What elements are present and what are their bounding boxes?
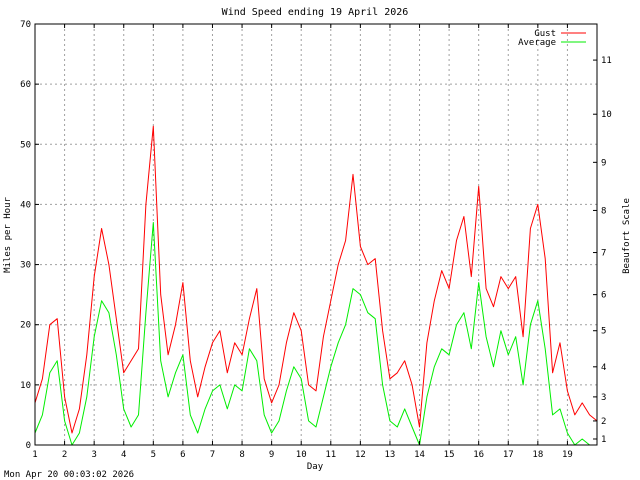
beaufort-tick-label: 6 — [601, 291, 606, 301]
x-tick-label: 7 — [210, 450, 215, 460]
legend-label-gust: Gust — [534, 29, 556, 39]
x-tick-label: 16 — [473, 450, 484, 460]
y-tick-label: 50 — [20, 140, 31, 150]
y-tick-label: 60 — [20, 80, 31, 90]
series-line-average — [34, 222, 597, 446]
beaufort-tick-label: 5 — [601, 327, 606, 337]
y-axis-label: Miles per Hour — [3, 196, 13, 272]
beaufort-tick-label: 10 — [601, 110, 612, 120]
x-tick-label: 8 — [239, 450, 244, 460]
x-tick-label: 5 — [151, 450, 156, 460]
beaufort-tick-label: 4 — [601, 363, 606, 373]
x-tick-label: 9 — [269, 450, 274, 460]
y-axis: 0 10 20 30 40 50 60 70 — [20, 20, 39, 451]
x-tick-label: 3 — [91, 450, 96, 460]
beaufort-tick-label: 2 — [601, 417, 606, 427]
chart-title: Wind Speed ending 19 April 2026 — [222, 7, 409, 18]
legend-label-average: Average — [518, 38, 556, 48]
beaufort-tick-label: 1 — [601, 435, 606, 445]
footer-timestamp: Mon Apr 20 00:03:02 2026 — [4, 470, 134, 480]
x-tick-label: 4 — [121, 450, 126, 460]
x-tick-label: 17 — [503, 450, 514, 460]
y-tick-label: 10 — [20, 381, 31, 391]
x-tick-label: 12 — [355, 450, 366, 460]
x-axis: 1 2 3 4 5 6 7 8 9 10 11 12 13 14 15 16 17 18 19 — [32, 24, 573, 460]
y-tick-label: 20 — [20, 321, 31, 331]
x-tick-label: 13 — [385, 450, 396, 460]
beaufort-axis: 1 2 3 4 5 6 7 8 9 10 11 — [593, 56, 612, 445]
x-tick-label: 6 — [180, 450, 185, 460]
x-tick-label: 11 — [325, 450, 336, 460]
x-tick-label: 10 — [296, 450, 307, 460]
x-axis-label: Day — [307, 462, 324, 472]
beaufort-axis-label: Beaufort Scale — [622, 198, 632, 274]
y-tick-label: 40 — [20, 200, 31, 210]
grid — [35, 24, 597, 445]
beaufort-tick-label: 3 — [601, 393, 606, 403]
series-line-gust — [34, 125, 598, 434]
y-tick-label: 0 — [26, 441, 31, 451]
beaufort-tick-label: 8 — [601, 206, 606, 216]
x-tick-label: 19 — [562, 450, 573, 460]
y-tick-label: 30 — [20, 261, 31, 271]
beaufort-tick-label: 7 — [601, 249, 606, 259]
x-tick-label: 15 — [444, 450, 455, 460]
x-tick-label: 2 — [62, 450, 67, 460]
series-lines — [34, 125, 598, 446]
beaufort-tick-label: 11 — [601, 56, 612, 66]
x-tick-label: 18 — [532, 450, 543, 460]
plot-frame — [34, 23, 598, 446]
y-tick-label: 70 — [20, 20, 31, 30]
beaufort-tick-label: 9 — [601, 158, 606, 168]
x-tick-label: 1 — [32, 450, 37, 460]
x-tick-label: 14 — [414, 450, 425, 460]
